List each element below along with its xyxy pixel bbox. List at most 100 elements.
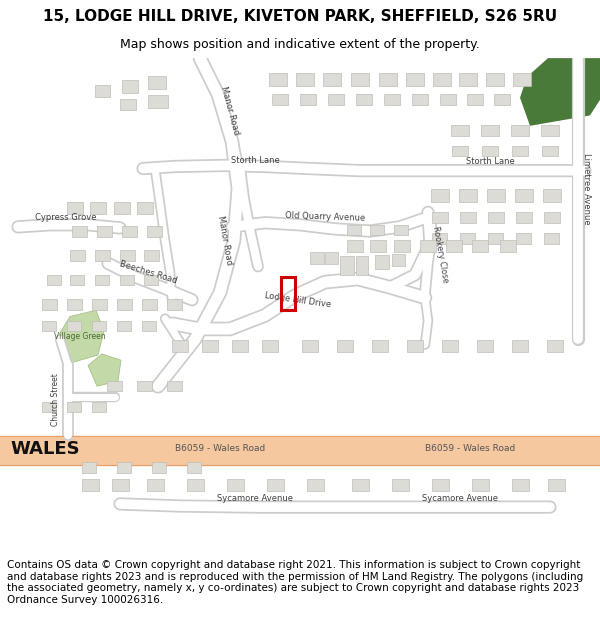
Bar xyxy=(467,94,483,105)
Bar xyxy=(117,462,131,472)
Bar xyxy=(272,94,288,105)
Bar xyxy=(147,226,162,238)
Bar xyxy=(477,341,493,352)
Bar xyxy=(392,479,409,491)
Bar xyxy=(147,479,164,491)
Bar xyxy=(120,99,136,110)
Bar xyxy=(325,252,338,264)
Text: Manor Road: Manor Road xyxy=(216,215,234,266)
Bar xyxy=(67,202,83,214)
Bar xyxy=(446,241,462,252)
Bar xyxy=(202,341,218,352)
Bar xyxy=(97,226,112,238)
Bar xyxy=(548,479,565,491)
Bar xyxy=(187,462,201,472)
Bar xyxy=(543,189,561,202)
Bar xyxy=(296,72,314,86)
Bar xyxy=(148,94,168,108)
Text: Church Street: Church Street xyxy=(52,373,61,426)
Bar xyxy=(42,321,56,331)
Bar xyxy=(42,299,57,310)
Bar xyxy=(544,213,560,222)
Bar xyxy=(167,381,182,391)
Text: Contains OS data © Crown copyright and database right 2021. This information is : Contains OS data © Crown copyright and d… xyxy=(7,560,583,605)
Bar xyxy=(420,241,436,252)
Bar xyxy=(269,72,287,86)
Bar xyxy=(384,94,400,105)
Text: Storth Lane: Storth Lane xyxy=(466,157,514,166)
Bar xyxy=(70,275,84,285)
Text: B6059 - Wales Road: B6059 - Wales Road xyxy=(175,444,265,453)
Bar xyxy=(452,146,468,156)
Bar xyxy=(307,479,324,491)
Text: Limetree Avenue: Limetree Avenue xyxy=(583,152,592,224)
Bar xyxy=(167,299,182,310)
Bar xyxy=(144,275,158,285)
Bar xyxy=(512,479,529,491)
Bar xyxy=(511,125,529,136)
Bar xyxy=(267,479,284,491)
Text: 15, LODGE HILL DRIVE, KIVETON PARK, SHEFFIELD, S26 5RU: 15, LODGE HILL DRIVE, KIVETON PARK, SHEF… xyxy=(43,9,557,24)
Bar xyxy=(370,241,386,252)
Bar xyxy=(516,233,531,244)
Bar xyxy=(67,299,82,310)
Text: Map shows position and indicative extent of the property.: Map shows position and indicative extent… xyxy=(120,38,480,51)
Polygon shape xyxy=(58,310,104,362)
Bar xyxy=(481,125,499,136)
Bar xyxy=(486,72,504,86)
Text: B6059 - Wales Road: B6059 - Wales Road xyxy=(425,444,515,453)
Bar xyxy=(544,233,559,244)
Text: Village Green: Village Green xyxy=(54,332,106,341)
Bar xyxy=(494,94,510,105)
Bar xyxy=(356,94,372,105)
Bar xyxy=(122,80,138,92)
Bar xyxy=(392,254,405,266)
Bar xyxy=(431,189,449,202)
Bar xyxy=(394,241,410,252)
Bar xyxy=(542,146,558,156)
Bar xyxy=(370,225,384,235)
Bar xyxy=(407,341,423,352)
Bar xyxy=(114,202,130,214)
Bar xyxy=(72,226,87,238)
Bar xyxy=(137,202,153,214)
Bar xyxy=(47,275,61,285)
Text: Old Quarry Avenue: Old Quarry Avenue xyxy=(285,211,365,222)
Bar xyxy=(42,402,56,412)
Bar xyxy=(516,213,532,222)
Bar xyxy=(515,189,533,202)
Bar xyxy=(302,341,318,352)
Bar xyxy=(433,72,451,86)
Bar xyxy=(472,241,488,252)
Bar xyxy=(379,72,397,86)
Bar xyxy=(406,72,424,86)
Bar xyxy=(442,341,458,352)
Bar xyxy=(310,252,324,264)
Bar xyxy=(187,479,204,491)
Bar xyxy=(262,341,278,352)
Bar xyxy=(117,321,131,331)
Bar xyxy=(512,146,528,156)
Bar xyxy=(372,341,388,352)
Bar xyxy=(152,462,166,472)
Bar xyxy=(347,241,363,252)
Bar xyxy=(82,479,99,491)
Bar xyxy=(92,321,106,331)
Bar xyxy=(144,250,159,261)
Bar xyxy=(148,76,166,89)
Text: WALES: WALES xyxy=(10,440,80,458)
Text: Sycamore Avenue: Sycamore Avenue xyxy=(217,494,293,503)
Bar xyxy=(107,381,122,391)
Bar xyxy=(460,213,476,222)
Bar xyxy=(488,213,504,222)
Bar xyxy=(67,402,81,412)
Bar xyxy=(300,94,316,105)
Bar xyxy=(451,125,469,136)
Bar xyxy=(172,341,188,352)
Bar xyxy=(281,277,295,310)
Bar xyxy=(547,341,563,352)
Bar xyxy=(70,250,85,261)
Polygon shape xyxy=(88,354,121,386)
Bar xyxy=(513,72,531,86)
Bar xyxy=(112,479,129,491)
